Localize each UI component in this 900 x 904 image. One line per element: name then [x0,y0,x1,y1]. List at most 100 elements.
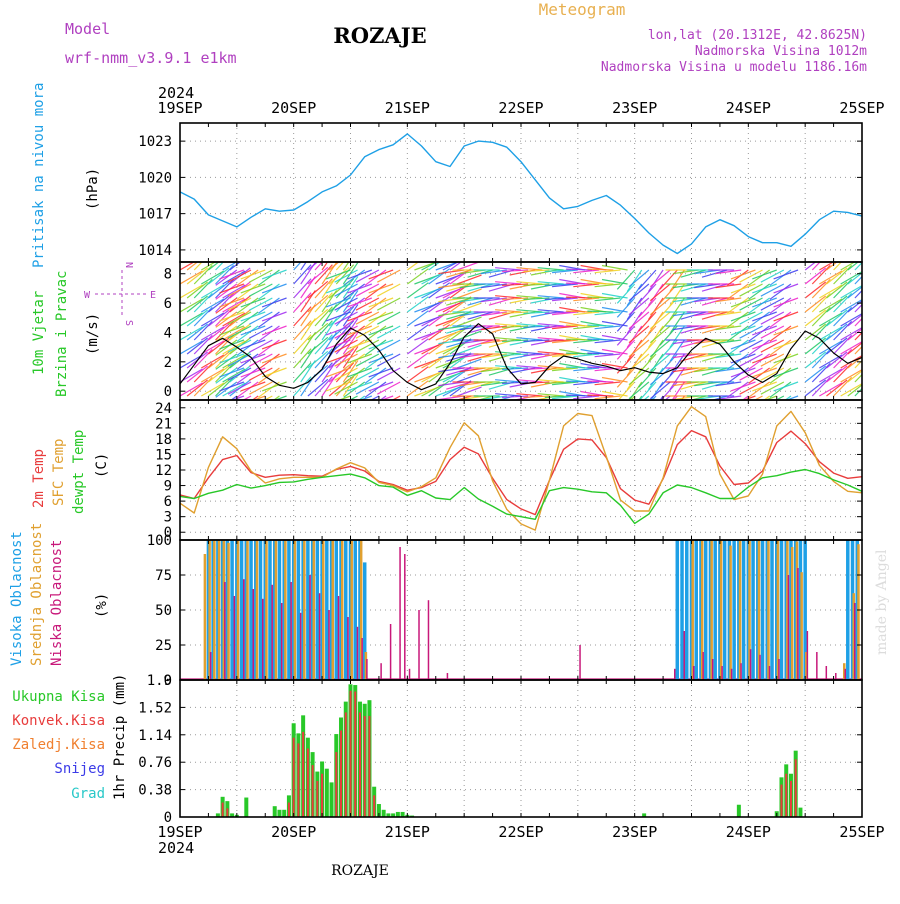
wind-arrow [730,367,756,378]
wind-arrow [208,295,230,313]
wind-arrow [594,297,621,302]
elevation-label: Nadmorska Visina 1012m [695,44,867,59]
wind-arrow [428,296,451,313]
wind-arrow [428,282,451,299]
wind-arrow [544,283,571,286]
y-tick-label: 0 [164,673,172,689]
wind-arrow [594,367,621,372]
wind-arrow [628,339,650,358]
wind-arrow [819,284,843,299]
wind-arrow [804,267,827,285]
wind-arrow [446,367,472,376]
wind-arrow [669,325,685,348]
wind-arrow [456,316,482,327]
wind-arrow [551,311,578,316]
svg-text:N: N [123,262,134,268]
wind-arrow [833,264,853,285]
wind-arrow [537,365,564,369]
wind-arrow [240,367,266,378]
wind-arrow [833,278,853,299]
wind-arrow [523,339,550,342]
cloud-high-bar [685,540,689,680]
wind-arrow [701,325,728,334]
wind-arrow [523,367,550,370]
wind-arrow [840,341,862,355]
wind-arrow [201,340,225,355]
cloud-low-bar [290,582,292,680]
wind-arrow [467,339,493,348]
temp-label-dewpt: dewpt Temp [71,430,87,514]
wind-arrow [368,269,394,280]
wind-arrow [587,324,614,327]
precip-convective-bar [358,712,361,817]
wind-arrow [748,311,770,328]
wind-arrow [616,339,636,360]
cloud-mid-bar [222,540,226,680]
cloud-high-bar [803,540,807,680]
wind-arrow [219,353,245,364]
wind-arrow [215,297,238,314]
wind-arrow [446,297,472,306]
y-tick-label: 1.9 [147,673,172,689]
wind-arrow [215,292,235,313]
wind-arrow [251,395,259,400]
legend-total: Ukupna Kisa [12,689,105,705]
wind-arrow [193,320,213,341]
wind-arrow [222,382,246,397]
wind-arrow [307,322,329,341]
wind-arrow [594,325,621,330]
wind-arrow [300,262,307,271]
cloud-high-bar [760,540,765,680]
wind-arrow [249,269,273,283]
cloud-mid-bar [331,540,335,680]
wind-arrow [180,340,203,355]
cloud-mid-bar [208,540,211,680]
wind-arrow [342,262,350,271]
date-label-bottom: 24SEP [726,823,771,841]
wind-arrow [186,337,208,355]
wind-arrow [819,326,843,341]
wind-arrow [222,262,238,271]
wind-arrow [480,339,507,345]
wind-arrow [573,297,600,302]
wind-arrow [769,297,792,314]
cloud-mid-bar [700,540,704,680]
wind-arrow [328,262,340,271]
wind-arrow [730,311,756,322]
legend-freezing: Zaledj.Kisa [12,737,105,753]
wind-arrow [391,395,401,400]
wind-arrow [833,348,853,369]
cloud-low-bar [328,610,330,680]
wind-label-1: 10m Vjetar [31,291,47,375]
wind-arrow [804,309,827,327]
footer-station: ROZAJE [331,863,389,879]
wind-arrow [551,297,578,302]
cloud-low-bar [318,593,321,680]
wind-arrow [215,264,235,285]
cloud-mid-bar [691,540,694,680]
wind-arrow [215,339,238,356]
svg-text:W: W [84,290,91,301]
cloud-low-bar [399,547,401,680]
wind-arrow [208,281,230,299]
svg-text:S: S [123,320,134,326]
wind-arrow [328,266,350,285]
cloud-high-bar [268,540,272,680]
wind-arrow [307,350,329,369]
y-tick-label: 4 [164,325,172,341]
wind-arrow [566,268,593,271]
date-label-top: 22SEP [498,99,543,117]
precip-convective-bar [789,780,792,817]
wind-arrow [537,267,564,271]
wind-arrow [193,376,213,397]
wind-arrow [222,340,246,355]
wind-arrow [760,381,785,395]
wind-arrow [307,266,329,285]
wind-arrow [573,381,600,386]
wind-arrow [208,309,230,327]
precip-convective-bar [287,802,290,817]
y-tick-label: 100 [147,533,172,549]
wind-arrow [325,325,351,336]
cloud-low-bar [252,589,254,680]
wind-arrow [566,296,593,299]
